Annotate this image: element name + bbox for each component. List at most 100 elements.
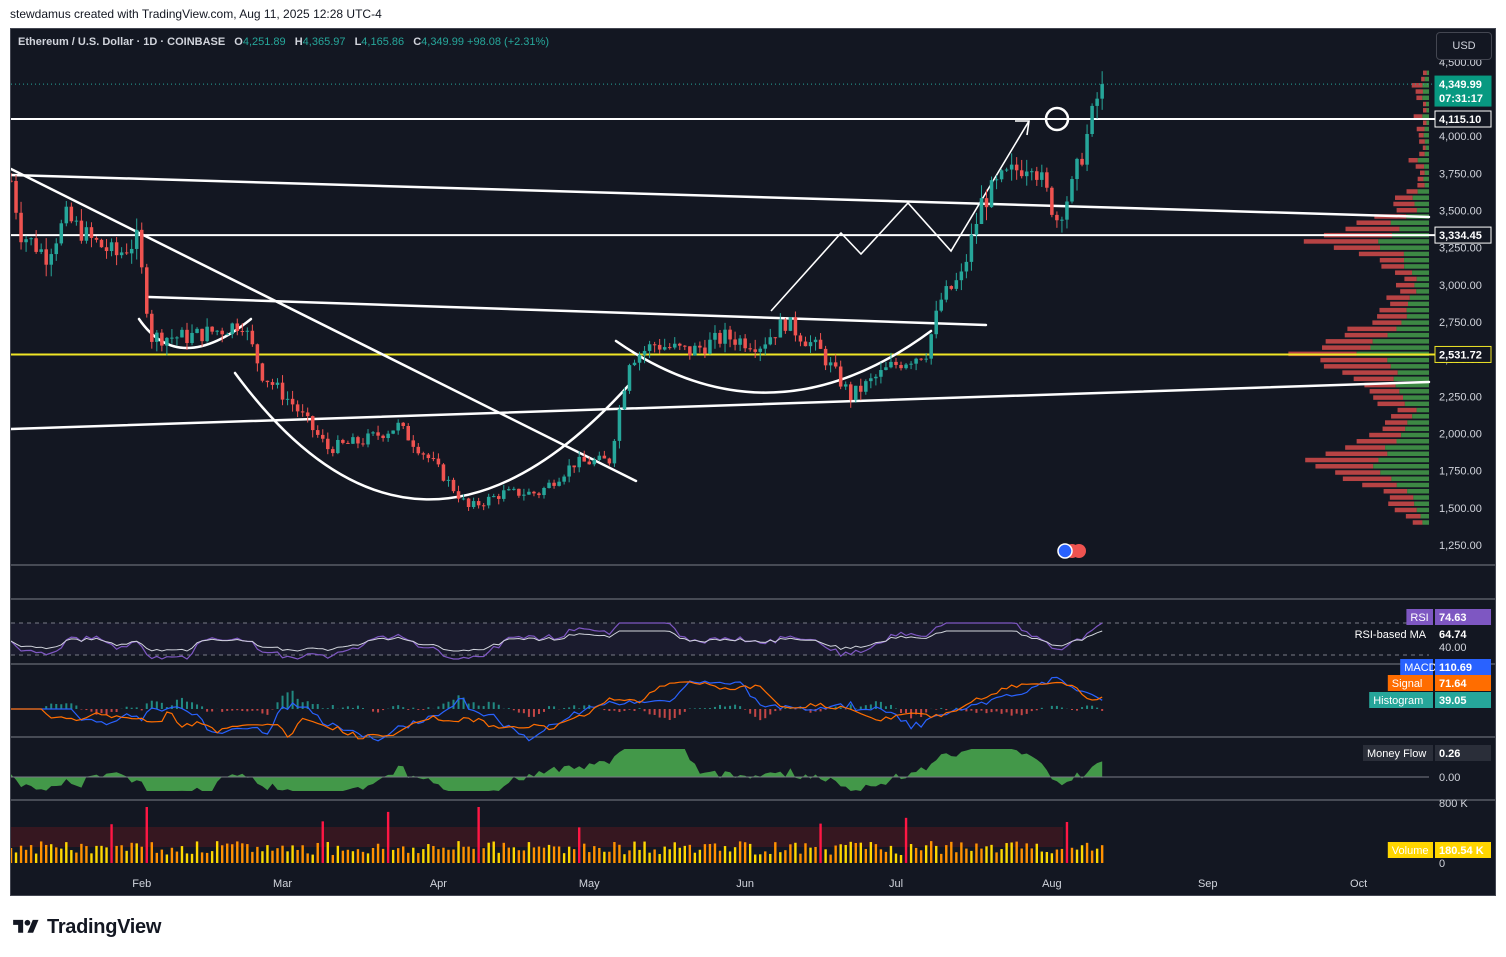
candle-body[interactable] (436, 458, 441, 465)
candle-body[interactable] (361, 443, 365, 445)
candle-body[interactable] (406, 425, 411, 441)
candle-body[interactable] (949, 286, 954, 289)
candle-body[interactable] (481, 505, 486, 507)
candle-body[interactable] (557, 481, 561, 486)
candle-body[interactable] (979, 198, 984, 224)
price-badge[interactable] (1434, 345, 1492, 363)
candle-body[interactable] (843, 384, 848, 387)
candle-body[interactable] (783, 319, 788, 331)
candle-body[interactable] (808, 342, 813, 347)
candle-body[interactable] (924, 358, 928, 360)
candle-body[interactable] (572, 465, 576, 468)
candle-body[interactable] (1029, 171, 1034, 173)
candle-body[interactable] (416, 446, 421, 454)
candle-body[interactable] (381, 435, 385, 439)
candle-body[interactable] (718, 332, 722, 344)
candle-body[interactable] (461, 498, 466, 500)
candle-body[interactable] (14, 180, 18, 213)
candle-body[interactable] (215, 330, 219, 332)
candle-body[interactable] (899, 364, 903, 369)
candle-body[interactable] (124, 252, 129, 254)
candle-body[interactable] (109, 242, 114, 252)
candle-body[interactable] (155, 332, 159, 342)
candle-body[interactable] (969, 234, 974, 262)
candle-body[interactable] (396, 422, 400, 431)
volume-value-box[interactable] (1435, 842, 1491, 858)
candle-body[interactable] (265, 380, 270, 383)
candle-body[interactable] (305, 412, 310, 417)
currency-button[interactable]: USD (1436, 32, 1492, 60)
candle-body[interactable] (421, 453, 426, 455)
candle-body[interactable] (542, 487, 546, 496)
candle-body[interactable] (773, 337, 778, 339)
candle-body[interactable] (441, 464, 446, 481)
candle-body[interactable] (315, 430, 320, 435)
candle-body[interactable] (929, 334, 933, 359)
candle-body[interactable] (456, 491, 461, 499)
candle-body[interactable] (567, 465, 571, 477)
chart-panel[interactable]: 4,500.00 4,000.00 3,750.00 3,500.00 3,250.00… (10, 28, 1496, 896)
candle-body[interactable] (74, 220, 79, 222)
candle-body[interactable] (889, 361, 893, 368)
breakout-circle-marker[interactable] (1044, 106, 1070, 132)
histogram-label-box[interactable] (1369, 692, 1433, 708)
candle-body[interactable] (602, 455, 607, 459)
candle-body[interactable] (904, 364, 908, 369)
candle-body[interactable] (552, 482, 556, 486)
candle-body[interactable] (743, 338, 747, 349)
candle-body[interactable] (19, 212, 23, 243)
candle-body[interactable] (864, 381, 868, 392)
candle-body[interactable] (119, 252, 124, 256)
candle-body[interactable] (225, 334, 229, 336)
tradingview-brand[interactable]: TradingView (11, 914, 161, 940)
money-flow-label-box[interactable] (1363, 745, 1433, 761)
candle-body[interactable] (59, 223, 64, 244)
candle-body[interactable] (99, 239, 104, 248)
candle-body[interactable] (49, 254, 53, 265)
candle-body[interactable] (823, 348, 828, 366)
candle-body[interactable] (336, 439, 340, 454)
candle-body[interactable] (999, 170, 1004, 180)
candle-body[interactable] (612, 440, 617, 464)
candle-body[interactable] (517, 488, 521, 496)
candle-body[interactable] (54, 243, 59, 255)
candle-body[interactable] (894, 361, 898, 365)
candle-body[interactable] (275, 382, 280, 385)
candle-body[interactable] (139, 229, 144, 268)
candle-body[interactable] (1085, 133, 1089, 165)
candle-body[interactable] (1080, 158, 1084, 165)
candle-body[interactable] (502, 490, 506, 499)
candle-body[interactable] (793, 317, 798, 336)
candle-body[interactable] (471, 501, 476, 508)
candle-body[interactable] (869, 378, 873, 382)
us-flag-icon[interactable] (1057, 543, 1073, 559)
candle-body[interactable] (491, 496, 496, 498)
candle-body[interactable] (356, 437, 360, 444)
candle-body[interactable] (959, 271, 964, 281)
candle-body[interactable] (703, 347, 707, 354)
trendline-upper-resistance[interactable] (11, 173, 1431, 219)
candle-body[interactable] (547, 482, 551, 488)
candle-body[interactable] (431, 458, 436, 460)
symbol-title[interactable]: Ethereum / U.S. Dollar · 1D · COINBASE (18, 36, 226, 48)
candle-body[interactable] (1090, 105, 1094, 134)
volume-label-box[interactable] (1387, 842, 1433, 858)
candle-body[interactable] (753, 349, 757, 352)
candle-body[interactable] (69, 206, 74, 222)
candle-body[interactable] (280, 382, 285, 400)
candle-body[interactable] (1095, 98, 1099, 106)
candle-body[interactable] (627, 365, 632, 391)
candle-body[interactable] (1055, 214, 1059, 221)
candle-body[interactable] (848, 384, 853, 401)
candle-body[interactable] (738, 338, 742, 345)
price-badge[interactable] (1434, 226, 1492, 244)
candle-body[interactable] (331, 449, 335, 454)
candle-body[interactable] (245, 330, 250, 332)
signal-label-box[interactable] (1387, 675, 1433, 691)
rsi-ma-label-box[interactable] (1350, 626, 1433, 642)
candle-body[interactable] (642, 350, 647, 355)
candle-body[interactable] (326, 438, 330, 450)
candle-body[interactable] (1004, 169, 1009, 171)
candle-body[interactable] (235, 323, 240, 332)
candle-body[interactable] (859, 385, 863, 392)
